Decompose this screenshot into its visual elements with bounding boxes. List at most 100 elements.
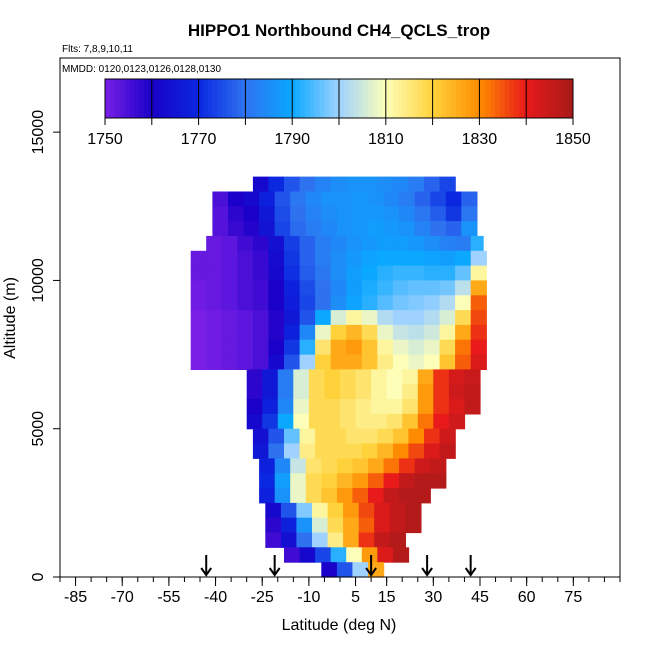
heatmap-cell — [206, 354, 223, 370]
heatmap-cell — [324, 399, 341, 415]
heatmap-cell — [368, 191, 385, 207]
colorbar-segment — [509, 79, 516, 118]
heatmap-cell — [392, 310, 410, 326]
heatmap-cell — [299, 428, 316, 445]
heatmap-cell — [252, 310, 270, 326]
heatmap-cell — [237, 354, 254, 370]
heatmap-cell — [206, 324, 223, 341]
colorbar-tick-label: 1750 — [87, 131, 123, 148]
heatmap-cell — [274, 473, 291, 489]
colorbar-segment — [363, 79, 369, 118]
heatmap-cell — [408, 176, 425, 192]
heatmap-cell — [262, 399, 279, 415]
heatmap-cell — [343, 532, 360, 548]
heatmap-cell — [336, 191, 354, 207]
heatmap-cell — [284, 176, 301, 192]
heatmap-cell — [377, 235, 394, 252]
heatmap-cell — [352, 206, 369, 222]
heatmap-cell — [424, 235, 441, 252]
heatmap-cell — [358, 532, 375, 548]
heatmap-cell — [346, 428, 363, 445]
heatmap-cell — [386, 413, 403, 430]
heatmap-cell — [424, 354, 441, 370]
heatmap-cell — [321, 562, 338, 578]
heatmap-cell — [361, 280, 378, 296]
heatmap-cell — [424, 295, 441, 311]
heatmap-cell — [414, 458, 431, 474]
colorbar-segment — [241, 79, 247, 118]
colorbar-segment — [504, 79, 511, 118]
heatmap-cell — [402, 369, 419, 385]
heatmap-cell — [221, 310, 238, 326]
colorbar-segment — [460, 79, 467, 118]
heatmap-cell — [389, 532, 406, 548]
heatmap-cell — [336, 206, 354, 222]
heatmap-cell — [274, 206, 291, 222]
heatmap-cell — [321, 221, 338, 237]
heatmap-cell — [439, 265, 456, 281]
colorbar-segment — [436, 79, 442, 118]
heatmap-cell — [221, 295, 238, 311]
heatmap-cell — [284, 428, 301, 445]
heatmap-cell — [284, 354, 301, 370]
heatmap-cell — [237, 265, 254, 281]
heatmap-cell — [299, 547, 316, 563]
heatmap-cell — [330, 324, 347, 341]
heatmap-cell — [277, 384, 294, 400]
heatmap-cell — [377, 265, 394, 281]
heatmap-cell — [330, 235, 347, 252]
heatmap-cell — [408, 235, 425, 252]
heatmap-cell — [296, 517, 313, 534]
heatmap-cell — [358, 502, 375, 519]
heatmap-cell — [228, 191, 245, 207]
heatmap-cell — [439, 235, 456, 252]
colorbar-segment — [348, 79, 355, 118]
heatmap-cell — [243, 191, 260, 207]
heatmap-cell — [315, 250, 332, 267]
heatmap-cell — [414, 221, 431, 237]
colorbar-segment — [524, 79, 530, 118]
heatmap-cell — [439, 295, 456, 311]
colorbar-segment — [119, 79, 126, 118]
heatmap-cell — [377, 547, 394, 563]
heatmap-cell — [392, 547, 410, 563]
heatmap-cell — [389, 502, 406, 519]
colorbar: 1750 1770 1790 1810 1830 1850 — [87, 78, 591, 148]
heatmap-cell — [312, 502, 329, 519]
heatmap-cell — [408, 310, 425, 326]
heatmap-cell — [461, 221, 478, 237]
heatmap-cell — [433, 369, 450, 385]
heatmap-cell — [321, 488, 338, 504]
heatmap-cell — [408, 295, 425, 311]
heatmap-cell — [268, 354, 285, 370]
heatmap-cell — [417, 399, 434, 415]
heatmap-cell — [268, 428, 285, 445]
heatmap-cell — [455, 265, 472, 281]
y-tick-label: 10000 — [30, 258, 47, 303]
x-tick-label: 60 — [518, 589, 536, 606]
colorbar-segment — [553, 79, 559, 118]
colorbar-segment — [256, 79, 262, 118]
colorbar-segment — [197, 79, 204, 118]
heatmap-cell — [315, 235, 332, 252]
heatmap-cell — [352, 473, 369, 489]
colorbar-tick-label: 1850 — [555, 131, 591, 148]
heatmap-cell — [377, 443, 394, 459]
colorbar-border — [104, 78, 574, 119]
heatmap-cell — [455, 310, 472, 326]
heatmap-cell — [386, 384, 403, 400]
heatmap-cell — [290, 221, 307, 237]
heatmap-cell — [424, 324, 441, 341]
heatmap-cell — [377, 280, 394, 296]
heatmap-cell — [461, 206, 478, 222]
heatmap-cell — [252, 324, 270, 341]
heatmap-cell — [299, 265, 316, 281]
heatmap-cell — [361, 265, 378, 281]
heatmap-cell — [262, 384, 279, 400]
heatmap-cell — [389, 517, 406, 534]
x-tick-label: -10 — [297, 589, 320, 606]
heatmap-cell — [439, 324, 456, 341]
colorbar-segment — [431, 79, 438, 118]
heatmap-cell — [277, 399, 294, 415]
heatmap-cell — [392, 250, 410, 267]
